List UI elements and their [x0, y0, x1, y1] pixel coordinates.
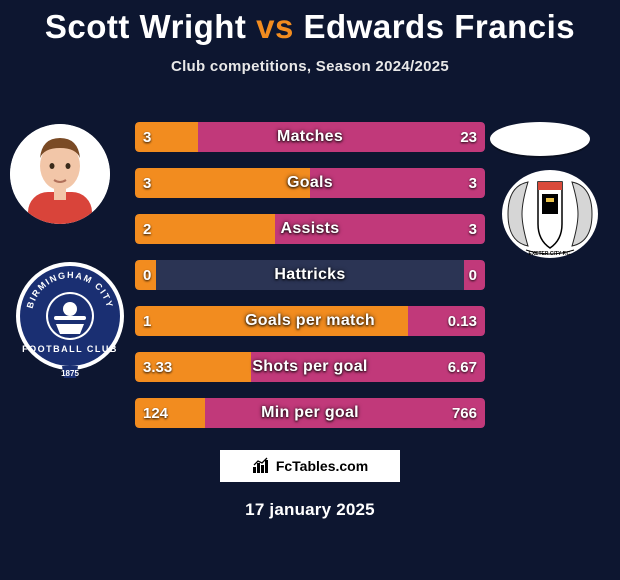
stat-label: Hattricks [135, 260, 485, 290]
stat-label: Min per goal [135, 398, 485, 428]
subtitle: Club competitions, Season 2024/2025 [0, 58, 620, 75]
stat-row: 323Matches [135, 122, 485, 152]
svg-text:1875: 1875 [61, 369, 79, 378]
player1-avatar [10, 124, 110, 224]
stat-label: Matches [135, 122, 485, 152]
player1-name: Scott Wright [45, 8, 247, 45]
player2-avatar [490, 122, 590, 156]
stat-row: 23Assists [135, 214, 485, 244]
stat-row: 00Hattricks [135, 260, 485, 290]
stat-label: Assists [135, 214, 485, 244]
player1-club-crest: BIRMINGHAM CITY FOOTBALL CLUB 1875 [14, 260, 126, 390]
date-label: 17 january 2025 [0, 500, 620, 520]
vs-label: vs [256, 8, 294, 45]
svg-text:FOOTBALL CLUB: FOOTBALL CLUB [22, 344, 118, 354]
stat-row: 3.336.67Shots per goal [135, 352, 485, 382]
comparison-title: Scott Wright vs Edwards Francis [0, 0, 620, 46]
watermark-text: FcTables.com [276, 458, 368, 474]
chart-icon [252, 457, 270, 475]
stat-label: Goals per match [135, 306, 485, 336]
svg-text:EXETER CITY F.C.: EXETER CITY F.C. [529, 251, 573, 257]
stat-row: 124766Min per goal [135, 398, 485, 428]
stat-row: 10.13Goals per match [135, 306, 485, 336]
player2-name: Edwards Francis [304, 8, 576, 45]
player2-club-crest: EXETER CITY F.C. [500, 168, 600, 260]
stat-row: 33Goals [135, 168, 485, 198]
stat-label: Goals [135, 168, 485, 198]
stat-label: Shots per goal [135, 352, 485, 382]
watermark: FcTables.com [220, 450, 400, 482]
comparison-bars: 323Matches 33Goals 23Assists 00Hattricks 10.… [135, 122, 485, 444]
